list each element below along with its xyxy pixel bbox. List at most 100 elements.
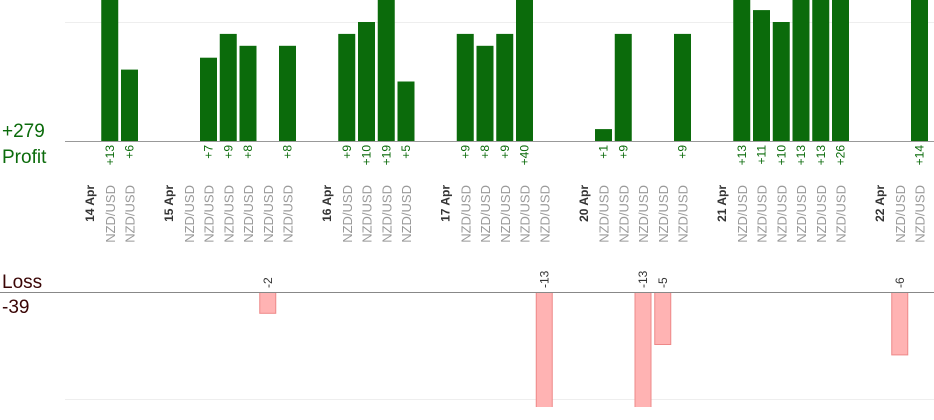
profit-bar xyxy=(358,22,375,141)
pair-label: NZD/USD xyxy=(261,185,276,243)
pair-label: NZD/USD xyxy=(458,185,473,243)
profit-value-label: +5 xyxy=(399,145,413,159)
profit-total: +279 xyxy=(2,121,45,142)
profit-label: Profit xyxy=(2,147,47,168)
pair-label: NZD/USD xyxy=(241,185,256,243)
loss-bar xyxy=(891,292,909,356)
pair-label: NZD/USD xyxy=(913,185,928,243)
profit-value-label: +7 xyxy=(202,145,216,159)
loss-bar xyxy=(634,292,652,407)
profit-bar xyxy=(476,45,494,141)
profit-bars xyxy=(101,0,928,141)
profit-bar xyxy=(614,33,632,141)
profit-bar xyxy=(456,33,474,141)
profit-bar xyxy=(753,10,770,141)
pair-label: NZD/USD xyxy=(340,185,355,243)
loss-value-label: -5 xyxy=(656,277,670,288)
pair-label: NZD/USD xyxy=(893,185,908,243)
loss-value-label: -13 xyxy=(537,270,551,288)
profit-bar xyxy=(496,33,514,141)
pair-label: NZD/USD xyxy=(814,185,829,243)
profit-value-label: +9 xyxy=(676,145,690,159)
profit-value-label: +13 xyxy=(814,145,828,166)
loss-total: -39 xyxy=(2,297,29,318)
pair-label: NZD/USD xyxy=(834,185,849,243)
pair-label: NZD/USD xyxy=(597,185,612,243)
profit-value-label: +9 xyxy=(458,145,472,159)
loss-bar xyxy=(654,292,672,345)
profit-value-label: +9 xyxy=(616,145,630,159)
profit-bar xyxy=(219,33,237,141)
profit-bar xyxy=(121,69,138,141)
profit-value-label: +9 xyxy=(498,145,512,159)
profit-bar xyxy=(377,0,395,141)
pair-label: NZD/USD xyxy=(735,185,750,243)
pair-label: NZD/USD xyxy=(182,185,197,243)
pair-label: NZD/USD xyxy=(656,185,671,243)
loss-value-label: -6 xyxy=(893,277,907,288)
profit-value-label: +8 xyxy=(281,145,295,159)
loss-value-label: -2 xyxy=(261,277,275,288)
loss-bar xyxy=(259,292,277,314)
loss-label: Loss xyxy=(2,272,42,293)
profit-bar xyxy=(911,0,928,141)
profit-value-label: +8 xyxy=(241,145,255,159)
pair-label: NZD/USD xyxy=(221,185,236,243)
profit-value-label: +10 xyxy=(774,145,788,166)
date-label: 16 Apr xyxy=(320,185,334,222)
pair-label: NZD/USD xyxy=(478,185,493,243)
pair-label: NZD/USD xyxy=(498,185,513,243)
pair-label: NZD/USD xyxy=(676,185,691,243)
profit-value-label: +6 xyxy=(123,145,137,159)
pair-label: NZD/USD xyxy=(755,185,770,243)
profit-bar xyxy=(733,0,751,141)
pair-label: NZD/USD xyxy=(399,185,414,243)
pair-label: NZD/USD xyxy=(103,185,118,243)
loss-bar xyxy=(535,292,553,407)
profit-bar xyxy=(338,33,356,141)
profit-value-label: +1 xyxy=(597,145,611,159)
pair-label: NZD/USD xyxy=(774,185,789,243)
profit-bar xyxy=(101,0,119,141)
profit-value-label: +8 xyxy=(478,145,492,159)
profit-value-label: +13 xyxy=(735,145,749,166)
date-label: 14 Apr xyxy=(83,185,97,222)
pair-label: NZD/USD xyxy=(636,185,651,243)
date-label: 17 Apr xyxy=(439,185,453,222)
profit-value-label: +11 xyxy=(755,145,769,165)
profit-value-label: +26 xyxy=(834,145,848,166)
pair-label: NZD/USD xyxy=(202,185,217,243)
pair-label: NZD/USD xyxy=(616,185,631,243)
profit-bar xyxy=(200,57,217,141)
date-label: 22 Apr xyxy=(873,185,887,222)
profit-value-label: +9 xyxy=(221,145,235,159)
profit-bar xyxy=(239,45,257,141)
date-label: 20 Apr xyxy=(577,185,591,222)
loss-value-label: -13 xyxy=(636,270,650,288)
profit-bar xyxy=(595,129,612,141)
profit-bar xyxy=(772,22,790,141)
pair-label: NZD/USD xyxy=(379,185,394,243)
profit-bar xyxy=(516,0,533,141)
profit-bar xyxy=(674,33,691,141)
date-label: 15 Apr xyxy=(162,185,176,222)
pair-label: NZD/USD xyxy=(281,185,296,243)
profit-value-label: +10 xyxy=(360,145,374,166)
pair-label: NZD/USD xyxy=(794,185,809,243)
loss-bars xyxy=(259,292,909,407)
profit-value-label: +14 xyxy=(913,145,927,166)
profit-value-label: +13 xyxy=(103,145,117,166)
profit-bar xyxy=(279,45,296,141)
profit-value-label: +13 xyxy=(794,145,808,166)
profit-bar xyxy=(812,0,830,141)
pair-label: NZD/USD xyxy=(360,185,375,243)
profit-bar xyxy=(792,0,810,141)
pair-label: NZD/USD xyxy=(537,185,552,243)
pair-label: NZD/USD xyxy=(518,185,533,243)
profit-bar xyxy=(832,0,849,141)
profit-value-label: +40 xyxy=(518,145,532,166)
pair-label: NZD/USD xyxy=(123,185,138,243)
profit-bar xyxy=(397,81,415,141)
profit-value-label: +19 xyxy=(379,145,393,166)
